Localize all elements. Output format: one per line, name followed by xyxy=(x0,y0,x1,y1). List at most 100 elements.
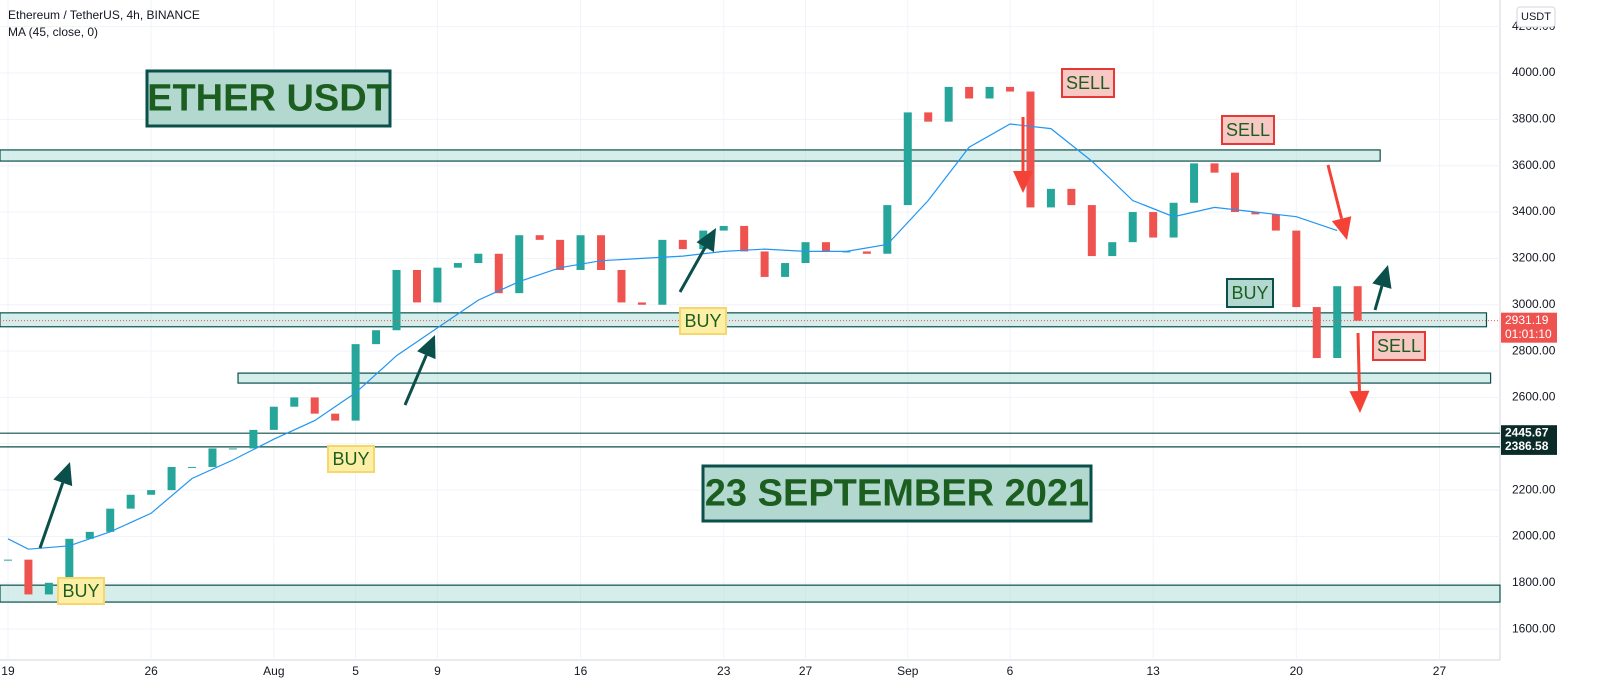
candle xyxy=(535,235,544,240)
candle xyxy=(658,239,667,305)
signal-box xyxy=(1372,331,1426,361)
zone xyxy=(0,149,1381,162)
countdown: 01:01:10 xyxy=(1505,327,1552,341)
x-tick-label: 19 xyxy=(1,664,15,678)
arrow-head xyxy=(1349,390,1370,413)
candle xyxy=(637,302,646,305)
candle xyxy=(862,251,871,254)
candle xyxy=(392,269,401,331)
arrow-shaft xyxy=(1326,164,1344,220)
candle xyxy=(678,239,687,250)
candle xyxy=(372,330,381,345)
candle xyxy=(228,448,237,450)
last-price-tag xyxy=(1501,312,1557,343)
candle xyxy=(106,508,115,532)
level-label: 2445.67 xyxy=(1505,425,1549,439)
candle xyxy=(883,205,892,254)
currency[interactable]: USDT xyxy=(1521,11,1551,23)
level-tag xyxy=(1501,425,1557,442)
zones xyxy=(0,149,1501,603)
candle xyxy=(719,225,728,231)
x-tick-label: 9 xyxy=(434,664,441,678)
signal-box xyxy=(1226,278,1274,308)
candle xyxy=(781,263,790,277)
candle xyxy=(44,582,53,595)
signal-box xyxy=(1221,115,1275,145)
candle xyxy=(269,406,278,430)
candle xyxy=(494,253,503,294)
last-price-label: 2931.19 xyxy=(1505,313,1549,327)
candle xyxy=(1067,188,1076,206)
arrow-head xyxy=(53,462,73,487)
arrow-head xyxy=(696,228,716,253)
candle xyxy=(412,269,421,303)
candle xyxy=(3,559,12,561)
signal-label: BUY xyxy=(332,449,369,469)
zone xyxy=(0,584,1501,603)
arrow-head xyxy=(417,335,436,360)
level-label: 2386.58 xyxy=(1505,439,1549,453)
candle xyxy=(1169,202,1178,238)
candle xyxy=(1046,188,1055,208)
candle xyxy=(556,239,565,270)
arrow-shaft xyxy=(1373,285,1384,311)
x-tick-label: Sep xyxy=(897,664,919,678)
candle xyxy=(1312,307,1321,359)
candle xyxy=(85,531,94,539)
x-tick-label: Aug xyxy=(263,664,284,678)
x-tick-label: 27 xyxy=(1433,664,1447,678)
candle xyxy=(1087,205,1096,257)
candle xyxy=(903,112,912,206)
signal-box xyxy=(57,577,105,605)
candle xyxy=(1149,212,1158,238)
x-tick-label: 23 xyxy=(717,664,731,678)
candle xyxy=(1190,163,1199,203)
candle xyxy=(576,235,585,270)
y-tick-label: 1600.00 xyxy=(1512,621,1556,635)
candle xyxy=(1230,172,1239,213)
zone xyxy=(237,372,1492,384)
plot xyxy=(0,86,1500,595)
y-tick-label: 3200.00 xyxy=(1512,251,1556,265)
y-tick-label: 4000.00 xyxy=(1512,65,1556,79)
signal-box xyxy=(327,445,375,473)
x-tick-label: 27 xyxy=(799,664,813,678)
candle xyxy=(167,466,176,491)
candle xyxy=(801,242,810,264)
candle xyxy=(65,538,74,583)
y-tick-label: 2800.00 xyxy=(1512,343,1556,357)
subtitle-box xyxy=(701,464,1093,523)
candle xyxy=(1292,230,1301,308)
arrow-head xyxy=(1331,216,1352,240)
y-tick-label: 2200.00 xyxy=(1512,482,1556,496)
signal-label: SELL xyxy=(1226,120,1270,140)
y-tick-label: 3800.00 xyxy=(1512,112,1556,126)
title: ETHER USDT xyxy=(147,78,390,120)
x-tick-label: 16 xyxy=(574,664,588,678)
candle xyxy=(24,559,33,595)
candle xyxy=(290,397,299,407)
arrow-shaft xyxy=(1356,332,1361,392)
candle xyxy=(1006,86,1015,92)
candle xyxy=(760,251,769,277)
arrow-head xyxy=(1013,171,1033,193)
annotations: ETHER USDT 23 SEPTEMBER 2021 BUY BUY BUY SELL… xyxy=(38,68,1426,605)
candle xyxy=(1026,91,1035,208)
y-tick-label: 1800.00 xyxy=(1512,575,1556,589)
candle xyxy=(1108,242,1117,257)
signal-box xyxy=(679,307,727,335)
arrow-shaft xyxy=(403,354,428,406)
currency-box[interactable] xyxy=(1516,6,1556,28)
signal-label: BUY xyxy=(1231,283,1268,303)
signal-box xyxy=(1061,68,1115,98)
y-tick-label: 2600.00 xyxy=(1512,390,1556,404)
candle xyxy=(249,429,258,449)
candle xyxy=(351,344,360,421)
candle xyxy=(126,494,135,509)
candle xyxy=(1333,286,1342,359)
arrow-shaft xyxy=(678,246,707,293)
signal-label: BUY xyxy=(62,581,99,601)
zone xyxy=(0,312,1488,328)
